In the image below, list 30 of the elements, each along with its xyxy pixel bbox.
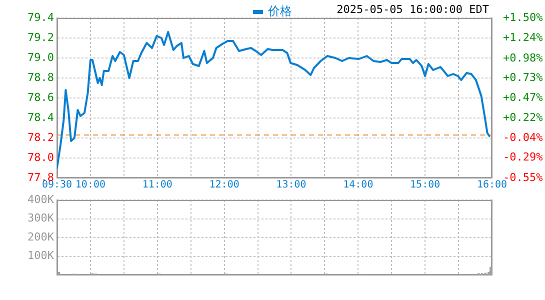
y-tick-label: 79.4 — [28, 10, 54, 24]
y-tick-label: 78.2 — [28, 130, 54, 144]
y2-tick-label: +1.24% — [503, 31, 544, 44]
y2-tick-label: +0.47% — [503, 91, 544, 104]
y-tick-label: 78.6 — [28, 90, 54, 104]
y-tick-label: 78.0 — [28, 150, 54, 164]
y-tick-label: 78.8 — [28, 70, 54, 84]
x-tick-label: 12:00 — [209, 180, 240, 191]
y2-tick-label: +0.98% — [503, 51, 544, 64]
y2-tick-label: +0.22% — [503, 110, 544, 124]
x-tick-label: 10:00 — [75, 180, 106, 191]
y2-tick-label: +1.50% — [503, 10, 544, 24]
x-tick-label: 15:00 — [410, 180, 440, 191]
x-tick-label: 13:00 — [276, 180, 306, 191]
y-tick-label: 79.0 — [28, 50, 54, 64]
y-tick-label: 200K — [28, 230, 54, 244]
y2-tick-label: -0.29% — [503, 150, 544, 164]
y-tick-label: 300K — [28, 212, 54, 225]
x-tick-label: 16:00 — [476, 180, 508, 191]
y-tick-label: 100K — [28, 249, 54, 262]
y-tick-label: 78.4 — [28, 110, 54, 124]
y-tick-label: 400K — [28, 192, 54, 206]
y2-tick-label: +0.73% — [503, 70, 544, 84]
chart-subtitle: 2025-05-05 16:00:00 EDT — [336, 3, 489, 16]
y-tick-label: 79.2 — [28, 30, 54, 44]
legend-label: 价格 — [268, 4, 292, 18]
x-tick-label: 14:00 — [343, 180, 374, 191]
x-tick-label: 09:30 — [42, 180, 72, 191]
y2-tick-label: -0.04% — [503, 131, 544, 144]
x-tick-label: 11:00 — [142, 180, 172, 191]
